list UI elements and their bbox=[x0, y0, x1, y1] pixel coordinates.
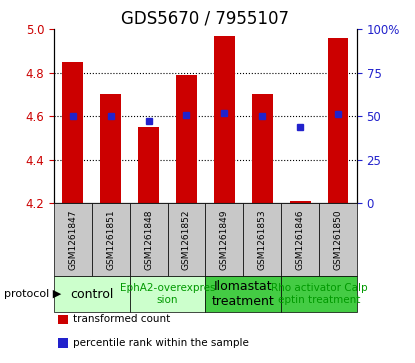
Bar bbox=[176, 75, 197, 203]
Bar bbox=[290, 201, 310, 203]
Bar bbox=[327, 38, 348, 203]
Text: GSM1261853: GSM1261853 bbox=[258, 209, 267, 270]
Text: control: control bbox=[70, 287, 114, 301]
Text: GSM1261846: GSM1261846 bbox=[295, 209, 305, 270]
Text: GSM1261848: GSM1261848 bbox=[144, 209, 153, 270]
Bar bbox=[63, 62, 83, 203]
Text: percentile rank within the sample: percentile rank within the sample bbox=[73, 338, 249, 348]
Text: GSM1261852: GSM1261852 bbox=[182, 209, 191, 270]
Text: Rho activator Calp
eptin treatment: Rho activator Calp eptin treatment bbox=[271, 283, 367, 305]
Bar bbox=[252, 94, 273, 203]
Text: GSM1261847: GSM1261847 bbox=[68, 209, 77, 270]
Text: GSM1261850: GSM1261850 bbox=[334, 209, 342, 270]
Bar bbox=[100, 94, 121, 203]
Text: GSM1261849: GSM1261849 bbox=[220, 209, 229, 270]
Text: protocol ▶: protocol ▶ bbox=[4, 289, 61, 299]
Text: Ilomastat
treatment: Ilomastat treatment bbox=[212, 280, 275, 308]
Text: transformed count: transformed count bbox=[73, 314, 170, 325]
Bar bbox=[214, 36, 235, 203]
Title: GDS5670 / 7955107: GDS5670 / 7955107 bbox=[122, 9, 289, 28]
Text: EphA2-overexpres
sion: EphA2-overexpres sion bbox=[120, 283, 215, 305]
Text: GSM1261851: GSM1261851 bbox=[106, 209, 115, 270]
Bar bbox=[138, 127, 159, 203]
